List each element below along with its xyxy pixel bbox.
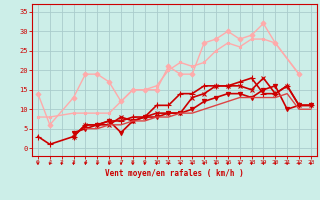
X-axis label: Vent moyen/en rafales ( km/h ): Vent moyen/en rafales ( km/h ) — [105, 169, 244, 178]
